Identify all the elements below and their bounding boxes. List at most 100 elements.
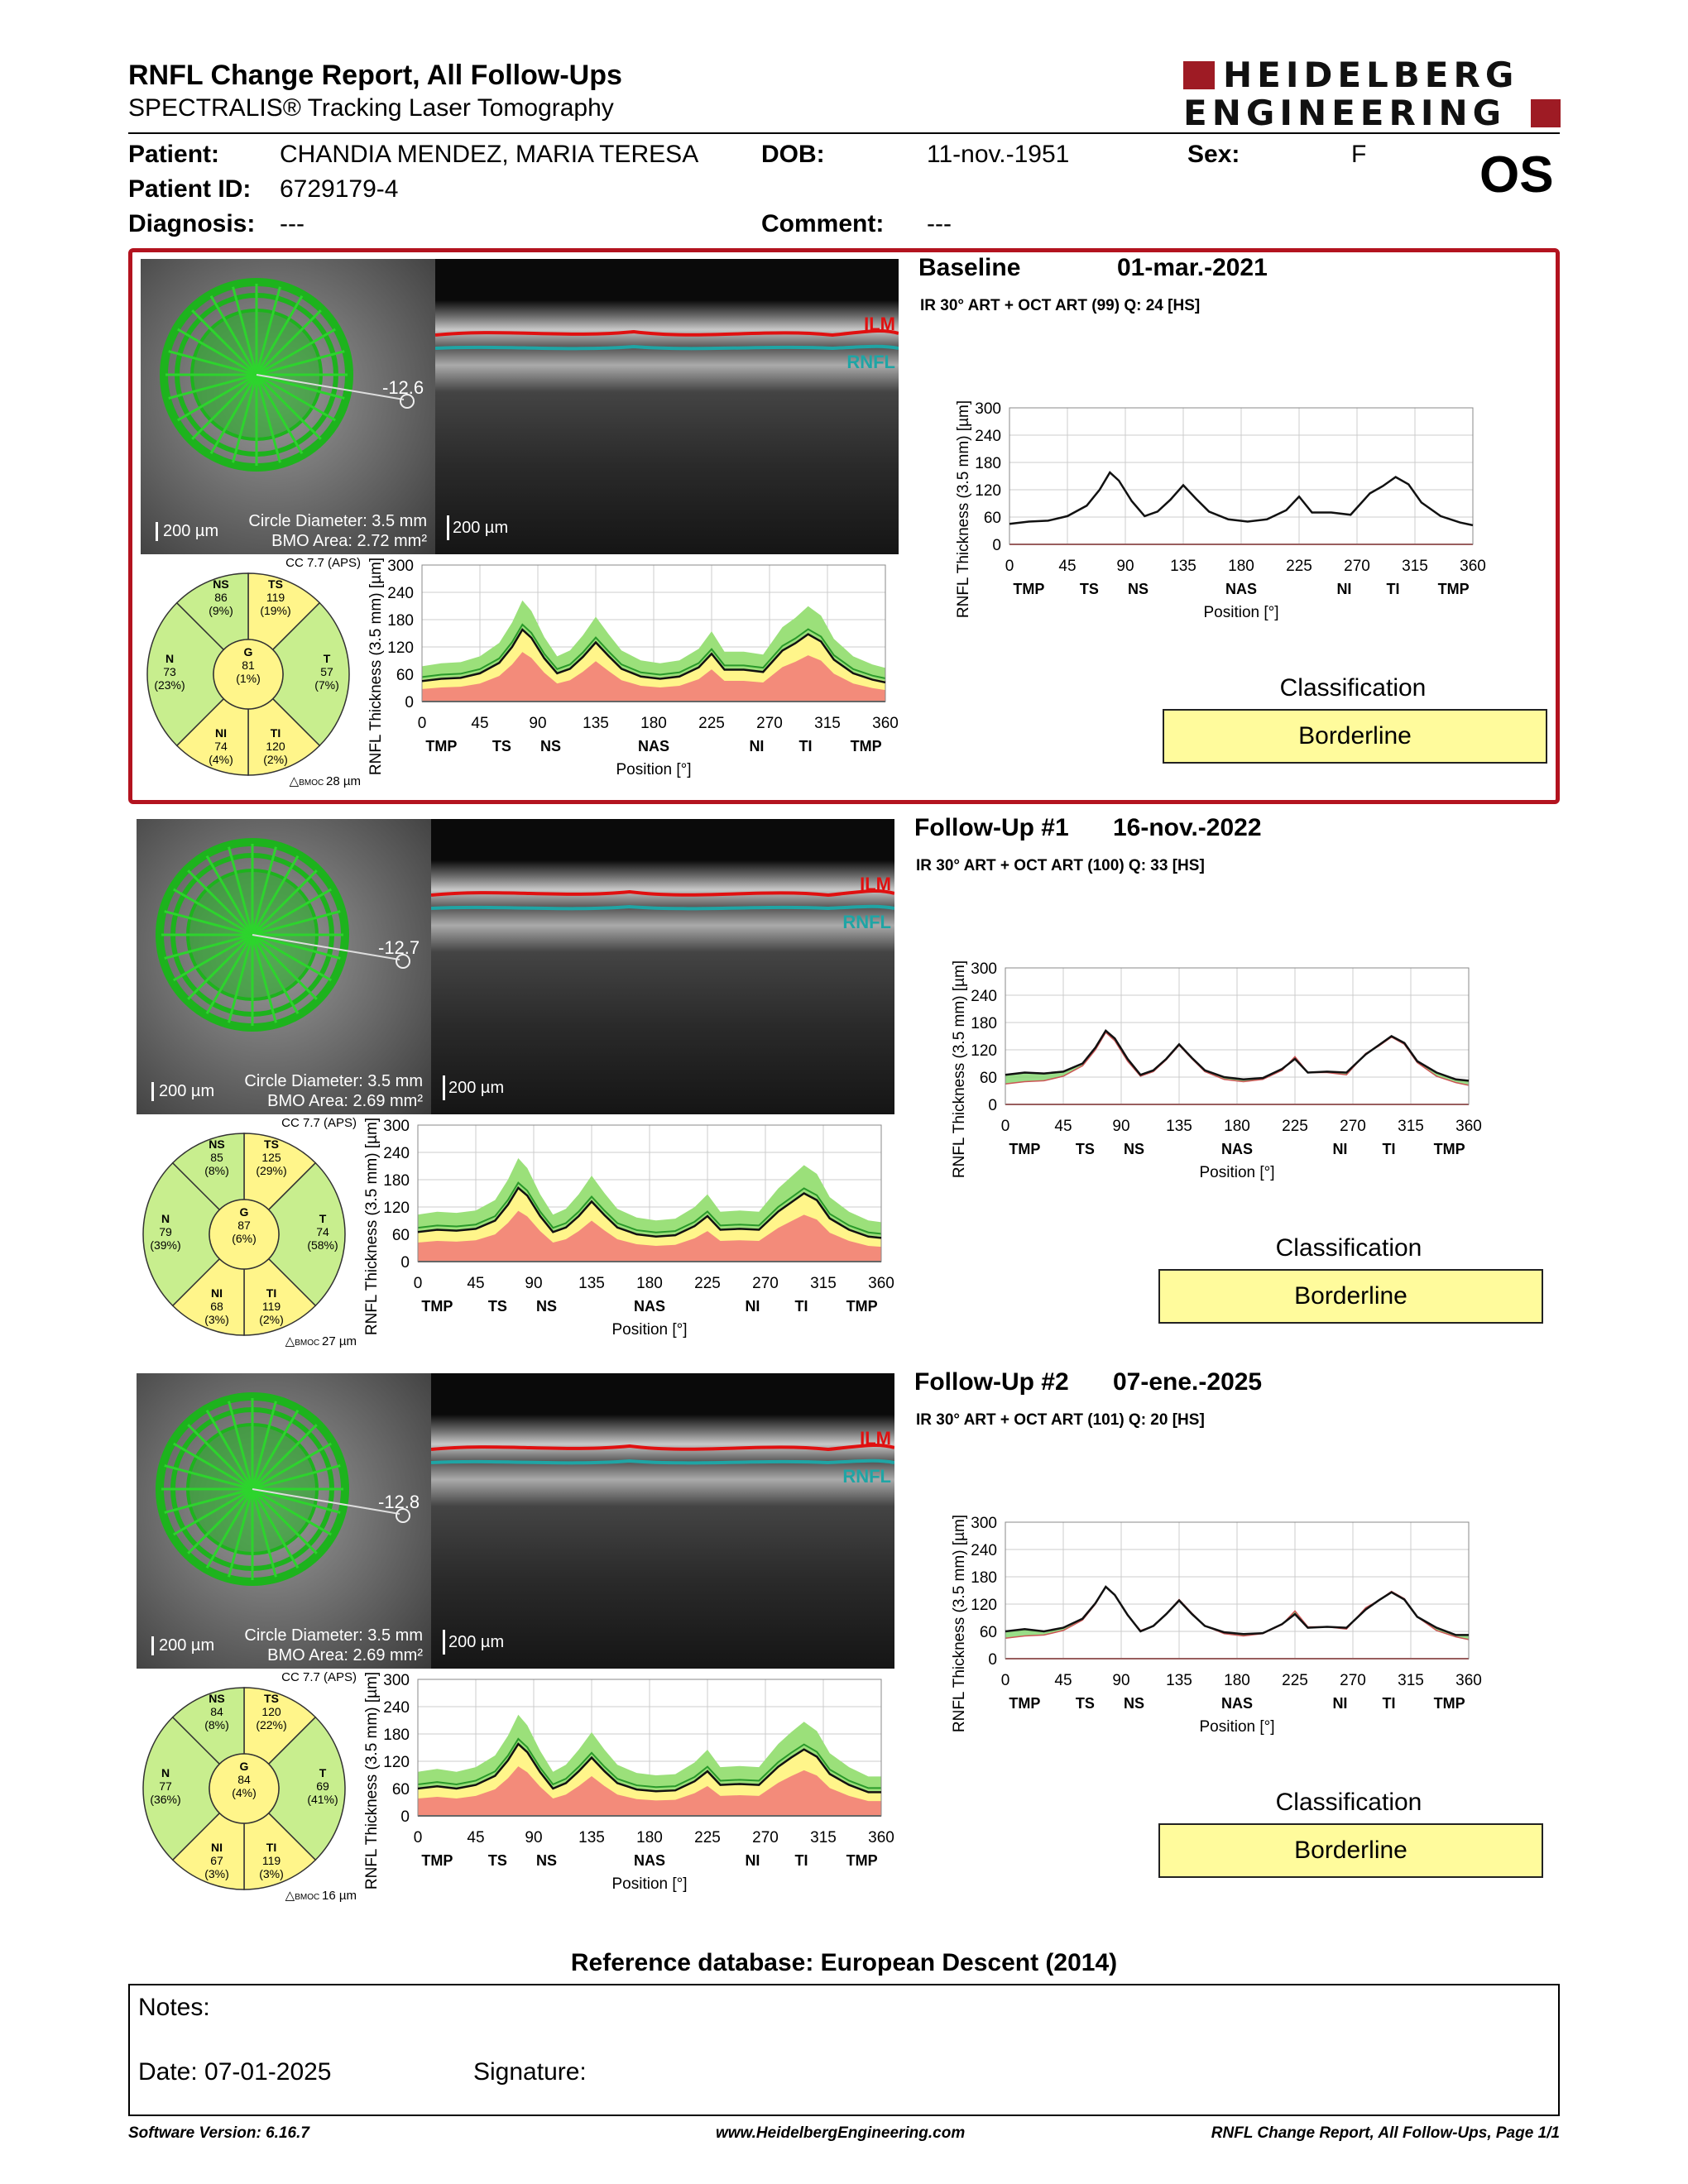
x-tick-label: 180: [636, 1829, 663, 1846]
svg-text:(4%): (4%): [209, 753, 233, 766]
svg-text:67: 67: [210, 1854, 223, 1867]
sector-axis-label: NAS: [1221, 1695, 1253, 1712]
report-subtitle: SPECTRALIS® Tracking Laser Tomography: [128, 94, 614, 122]
exam-acquisition-info: IR 30° ART + OCT ART (99) Q: 24 [HS]: [920, 297, 1201, 314]
sector-axis-label: NS: [536, 1852, 557, 1869]
sector-label-g: G81(1%): [236, 645, 261, 685]
oct-bscan-image: ILM RNFL 200 µm: [435, 259, 899, 554]
cc-label: CC 7.7 (APS): [285, 556, 361, 570]
bmoc-label: △BMOC 28 µm: [290, 774, 361, 788]
sector-axis-label: NS: [536, 1298, 557, 1315]
sex-label: Sex:: [1187, 141, 1240, 168]
scan-angle: -12.7: [378, 937, 420, 958]
y-tick-label: 120: [971, 1597, 997, 1614]
onh-scan-circle-icon: [156, 838, 410, 1032]
svg-text:74: 74: [214, 740, 228, 753]
bmoc-value: 28 µm: [326, 774, 361, 788]
y-tick-label: 180: [383, 1172, 410, 1190]
y-tick-label: 240: [383, 1699, 410, 1717]
x-tick-label: 90: [1116, 558, 1134, 575]
svg-text:119: 119: [262, 1300, 281, 1313]
x-tick-label: 315: [810, 1829, 837, 1846]
x-axis-label: Position [°]: [1203, 604, 1278, 621]
svg-text:N: N: [161, 1766, 170, 1779]
svg-text:119: 119: [262, 1854, 281, 1867]
svg-text:(7%): (7%): [314, 678, 339, 692]
exam-date: 07-ene.-2025: [1113, 1368, 1263, 1396]
sector-axis-label: NS: [1124, 1141, 1144, 1157]
rnfl-label: RNFL: [842, 1466, 891, 1487]
x-tick-label: 270: [1340, 1672, 1366, 1689]
patient-name: CHANDIA MENDEZ, MARIA TERESA: [280, 141, 699, 168]
classification-label: Classification: [1275, 1234, 1422, 1262]
sector-axis-label: NAS: [634, 1852, 665, 1869]
exam-date: 16-nov.-2022: [1113, 814, 1262, 841]
circle-diameter: Circle Diameter: 3.5 mm: [248, 512, 427, 530]
delta-icon: △: [285, 1334, 295, 1348]
y-tick-label: 0: [988, 1651, 997, 1669]
website-link[interactable]: www.HeidelbergEngineering.com: [716, 2124, 966, 2142]
sector-label-g: G87(6%): [232, 1205, 257, 1245]
x-tick-label: 315: [1402, 558, 1428, 575]
sector-axis-label: TMP: [425, 738, 457, 754]
svg-text:125: 125: [261, 1151, 281, 1164]
y-tick-label: 120: [387, 639, 414, 657]
y-tick-label: 180: [387, 612, 414, 630]
sex-value: F: [1351, 141, 1367, 168]
sector-axis-label: NI: [745, 1852, 760, 1869]
svg-text:T: T: [324, 652, 331, 665]
x-tick-label: 315: [814, 715, 841, 732]
delta-icon: △: [285, 1889, 295, 1903]
x-axis-label: Position [°]: [1199, 1164, 1274, 1181]
sector-axis-label: TMP: [846, 1298, 878, 1315]
reference-database: Reference database: European Descent (20…: [570, 1949, 1118, 1976]
x-tick-label: 180: [1228, 558, 1254, 575]
x-tick-label: 225: [698, 715, 725, 732]
sector-axis-label: TS: [1076, 1695, 1095, 1712]
y-tick-label: 120: [971, 1042, 997, 1060]
classification-result: Borderline: [1163, 709, 1547, 764]
bscan-scale-bar: 200 µm: [443, 1630, 504, 1655]
bscan-scale-bar: 200 µm: [443, 1075, 504, 1100]
bmo-area: BMO Area: 2.69 mm²: [267, 1092, 423, 1110]
sector-axis-label: TI: [795, 1852, 808, 1869]
sector-axis-label: NI: [749, 738, 764, 754]
sector-axis-label: TI: [1383, 1141, 1396, 1157]
sector-axis-label: TMP: [851, 738, 882, 754]
normative-mean-line: [421, 623, 886, 680]
y-tick-label: 240: [975, 428, 1001, 445]
svg-text:N: N: [161, 1212, 170, 1225]
x-tick-label: 360: [868, 1829, 894, 1846]
x-tick-label: 360: [1455, 1118, 1482, 1135]
sector-axis-label: TMP: [1434, 1695, 1465, 1712]
x-tick-label: 360: [1455, 1672, 1482, 1689]
onh-scan-circle-icon: [160, 278, 415, 472]
x-tick-label: 90: [1112, 1118, 1129, 1135]
eye-indicator: OS: [1479, 146, 1554, 204]
x-tick-label: 0: [1005, 558, 1014, 575]
fundus-image: -12.8 200 µm Circle Diameter: 3.5 mm BMO Ar…: [137, 1373, 431, 1669]
delta-icon: △: [289, 774, 300, 788]
cc-label: CC 7.7 (APS): [281, 1116, 357, 1130]
sector-axis-label: NI: [1336, 581, 1351, 597]
y-tick-label: 0: [400, 1254, 410, 1272]
svg-text:G: G: [244, 645, 253, 659]
sector-axis-label: TMP: [1013, 581, 1044, 597]
x-tick-label: 0: [414, 1275, 423, 1292]
svg-text:(6%): (6%): [232, 1232, 257, 1245]
svg-text:79: 79: [159, 1225, 172, 1238]
svg-text:(36%): (36%): [150, 1793, 180, 1806]
y-axis-label: RNFL Thickness (3.5 mm) [µm]: [363, 1118, 381, 1335]
notes-box: Notes: Date: 07-01-2025 Signature:: [128, 1984, 1560, 2116]
sector-axis-label: TI: [1387, 581, 1400, 597]
svg-text:74: 74: [316, 1225, 329, 1238]
svg-text:NS: NS: [209, 1138, 224, 1151]
svg-text:(3%): (3%): [259, 1867, 284, 1880]
normative-band: [418, 1766, 881, 1816]
